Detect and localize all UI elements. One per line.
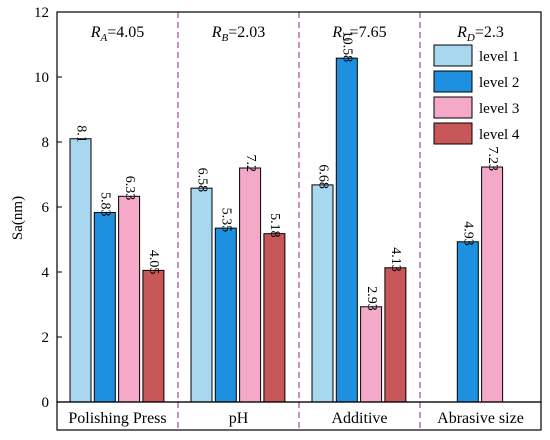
bar-value-label: 10.58: [340, 31, 355, 63]
bar-value-label: 6.33: [122, 176, 137, 201]
bar: [142, 269, 165, 403]
bar: [93, 212, 116, 403]
legend-label: level 3: [479, 101, 519, 117]
y-axis-ticks: 0 2 4 6 8 10 12: [34, 5, 62, 411]
bar-value-label: 4.93: [461, 221, 476, 246]
y-tick-label: 0: [42, 395, 50, 411]
bar-value-label: 4.13: [388, 247, 403, 272]
y-tick-label: 10: [34, 70, 49, 86]
y-tick-label: 8: [42, 135, 50, 151]
category-label: Abrasive size: [437, 410, 524, 427]
y-tick-label: 4: [42, 265, 50, 281]
legend-label: level 2: [479, 75, 519, 91]
x-axis-category-labels: Polishing Press pH Additive Abrasive size: [68, 410, 523, 427]
range-label: RB=2.03: [211, 24, 266, 44]
y-tick-label: 6: [42, 200, 50, 216]
bar-value-label: 4.05: [146, 250, 161, 275]
bar: [118, 195, 141, 403]
range-label: RA=4.05: [90, 24, 145, 44]
y-axis-label: Sa(nm): [10, 196, 26, 240]
range-label: RD=2.3: [456, 24, 504, 44]
legend-swatch: [433, 122, 473, 145]
bar: [214, 227, 237, 403]
bar: [360, 306, 383, 403]
group-separators: [177, 12, 421, 430]
legend-label: level 4: [479, 127, 520, 143]
bar: [69, 138, 92, 403]
bar-value-label: 7.23: [485, 147, 500, 172]
bar: [384, 267, 407, 403]
bar-value-label: 5.35: [219, 208, 234, 233]
legend-label: level 1: [479, 49, 519, 65]
bar: [481, 166, 504, 403]
bar-value-label: 5.83: [98, 192, 113, 217]
legend-swatch: [433, 96, 473, 119]
bar: [190, 187, 213, 403]
bar-value-label: 8.1: [73, 125, 88, 143]
bar-value-label: 6.68: [315, 164, 330, 189]
bar-value-label: 6.58: [194, 168, 209, 193]
legend: level 1 level 2 level 3 level 4: [433, 44, 520, 145]
bar: [263, 233, 286, 403]
xlabel-strip-frame: [56, 401, 542, 431]
bar: [456, 241, 479, 403]
bar: [311, 184, 334, 403]
legend-swatch: [433, 44, 473, 67]
bars: [69, 57, 504, 403]
range-label: RC=7.65: [331, 24, 386, 44]
bar-value-label: 2.93: [364, 286, 379, 311]
category-label: Polishing Press: [68, 410, 166, 427]
y-tick-label: 12: [34, 5, 49, 21]
range-labels: RA=4.05 RB=2.03 RC=7.65 RD=2.3: [90, 24, 504, 44]
legend-swatch: [433, 70, 473, 93]
category-label: pH: [229, 410, 249, 427]
y-tick-label: 2: [42, 330, 50, 346]
bar-value-labels: 8.1 5.83 6.33 4.05 6.58 5.35 7.2 5.18 6.68 10.58 2…: [73, 31, 500, 311]
bar: [239, 167, 262, 403]
category-label: Additive: [332, 410, 388, 427]
bar: [335, 57, 358, 403]
bar-value-label: 5.18: [267, 213, 282, 238]
bar-value-label: 7.2: [243, 155, 258, 173]
